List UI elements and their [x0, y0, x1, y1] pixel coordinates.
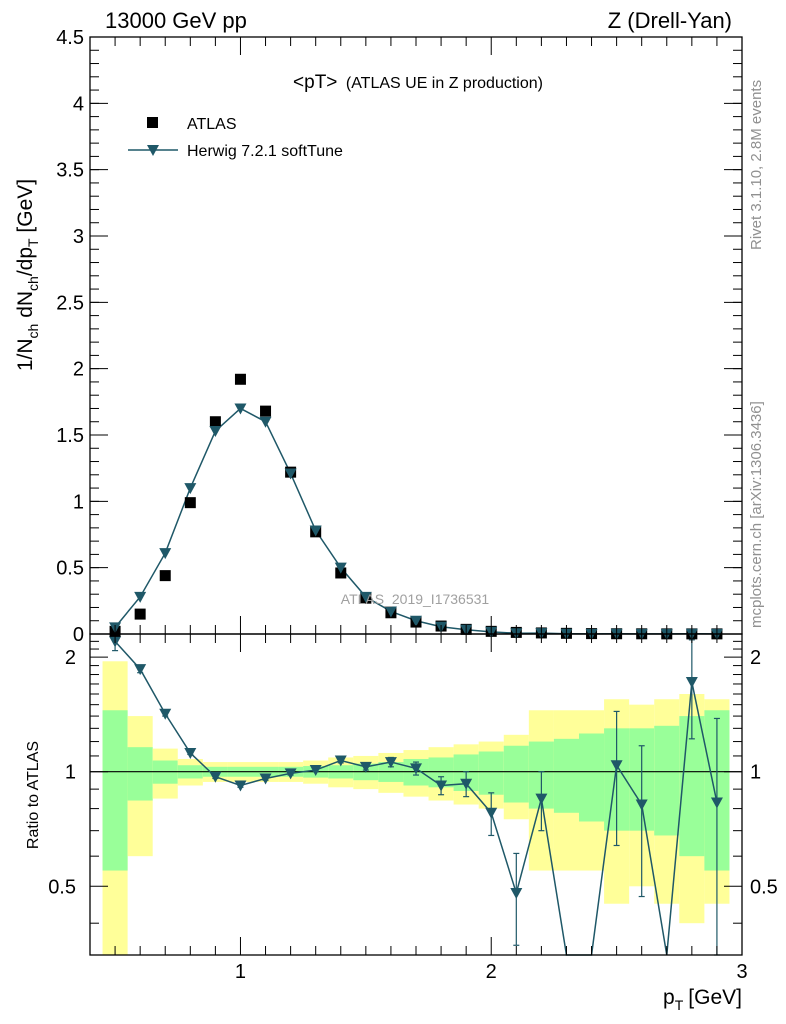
header-right: Z (Drell-Yan) [608, 8, 732, 33]
ratio-band-inner [127, 747, 153, 801]
mcplots-label: mcplots.cern.ch [arXiv:1306.3436] [748, 401, 765, 628]
y-tick-label: 1.5 [56, 425, 84, 447]
ratio-mc-point [710, 797, 723, 809]
ratio-mc-point [435, 780, 448, 792]
y-axis-label: 1/Nch dNch/dpT [GeV] [14, 179, 41, 371]
ratio-band-inner [478, 751, 504, 795]
ratio-mc-point [460, 778, 473, 790]
ratio-mc-point [134, 664, 147, 676]
ratio-tick-label-right: 1 [750, 762, 761, 784]
chart-title-sub: (ATLAS UE in Z production) [346, 75, 543, 92]
ratio-tick-label-right: 2 [750, 647, 761, 669]
ratio-band-inner [553, 738, 579, 813]
ratio-tick-label: 1 [65, 762, 76, 784]
ratio-mc-point [510, 888, 523, 900]
rivet-label: Rivet 3.1.10, 2.8M events [748, 80, 765, 250]
ratio-mc-point [309, 765, 322, 777]
data-point [234, 373, 246, 385]
y-tick-label: 0.5 [56, 558, 84, 580]
y-tick-label: 4.5 [56, 27, 84, 49]
ratio-bands [102, 661, 730, 955]
ratio-mc-point [209, 771, 222, 783]
chart-title-main: <pT> [293, 72, 337, 93]
ratio-mc-point [610, 760, 623, 772]
ratio-tick-label-right: 0.5 [750, 876, 778, 898]
data-point [209, 416, 221, 428]
mc-point [410, 615, 422, 627]
ratio-content [90, 633, 742, 956]
mc-point [209, 426, 222, 438]
y-tick-label: 3 [73, 226, 84, 248]
data-point [134, 608, 146, 620]
mc-point [284, 468, 297, 480]
mc-point [159, 548, 172, 560]
ratio-mc-point [685, 677, 698, 689]
legend: ATLAS Herwig 7.2.1 softTune [128, 116, 343, 160]
mc-point [334, 562, 347, 574]
ratio-mc-point [359, 761, 372, 773]
x-axis-label: pT [GeV] [663, 986, 742, 1013]
x-tick-label: 1 [235, 961, 246, 983]
y-tick-label: 3.5 [56, 160, 84, 182]
x-tick-label: 3 [736, 961, 747, 983]
ratio-mc-point [334, 755, 347, 767]
ratio-mc-point [284, 768, 297, 780]
ratio-band-inner [503, 745, 529, 803]
ratio-mc-point [635, 799, 648, 811]
y-tick-label: 0 [73, 624, 84, 646]
y-tick-label: 2 [73, 359, 84, 381]
ratio-mc-point [485, 807, 498, 819]
ratio-mc-point [259, 773, 272, 785]
ratio-tick-label: 0.5 [48, 876, 76, 898]
watermark: ATLAS_2019_I1736531 [341, 591, 490, 607]
legend-mc-marker [147, 145, 159, 156]
ratio-mc-point [410, 763, 422, 775]
y-tick-label: 1 [73, 491, 84, 513]
chart-title: <pT> (ATLAS UE in Z production) [293, 72, 543, 93]
data-point [260, 405, 272, 417]
x-tick-label: 2 [486, 961, 497, 983]
y-tick-label: 2.5 [56, 292, 84, 314]
mc-point [234, 403, 247, 415]
header-left: 13000 GeV pp [105, 8, 247, 33]
ratio-mc-point [184, 747, 197, 759]
ratio-mc-point [384, 757, 397, 769]
ratio-band-inner [102, 710, 128, 871]
mc-point [184, 483, 197, 495]
mc-point [359, 591, 372, 603]
mc-point [134, 591, 147, 603]
ratio-mc-point [159, 708, 172, 720]
y-tick-label: 4 [73, 93, 84, 115]
ratio-band-inner [579, 733, 605, 822]
data-point [184, 497, 196, 509]
legend-data-label: ATLAS [187, 116, 237, 133]
mc-point [259, 416, 272, 428]
ratio-tick-label: 2 [65, 647, 76, 669]
axes: 0 0.5 1 1.5 2 2.5 3 3.5 4 4.5 1 2 3 0.5 0.5 1 1 2 2 [48, 27, 778, 983]
ratio-y-label: Ratio to ATLAS [25, 741, 42, 849]
ratio-mc-point [535, 793, 548, 805]
mc-point [384, 606, 397, 618]
data-point [159, 570, 171, 582]
ratio-band-inner [654, 725, 680, 836]
legend-data-marker [147, 117, 158, 128]
mc-point [309, 525, 322, 537]
legend-mc-label: Herwig 7.2.1 softTune [187, 143, 343, 160]
ratio-mc-point [234, 780, 247, 792]
